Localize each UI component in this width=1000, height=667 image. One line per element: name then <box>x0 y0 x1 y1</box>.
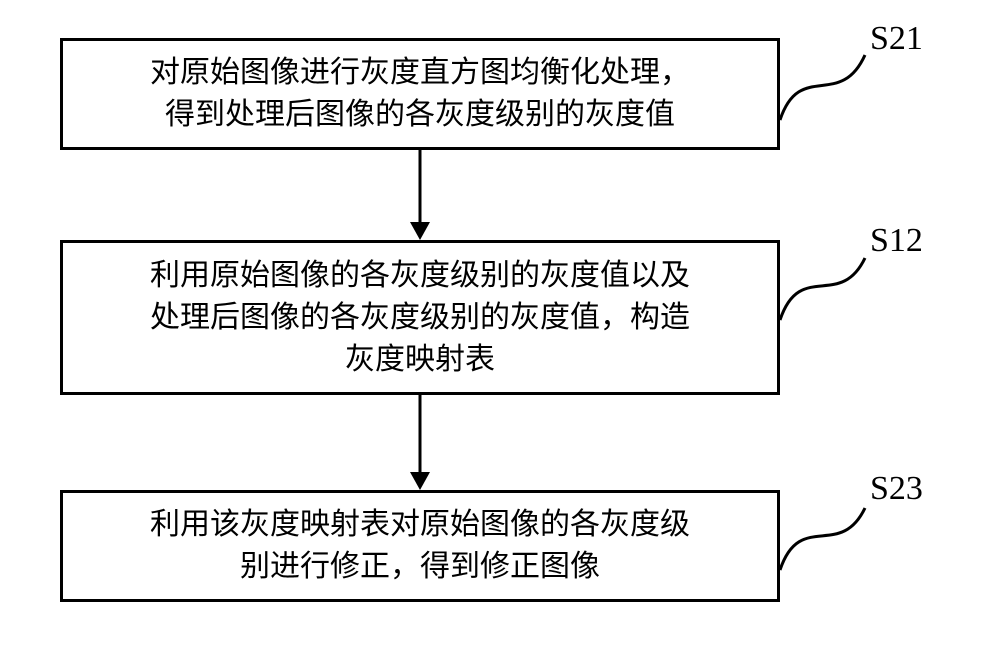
arrow <box>400 150 440 240</box>
flow-box-text: 利用该灰度映射表对原始图像的各灰度级 别进行修正，得到修正图像 <box>150 504 690 588</box>
arrow <box>400 395 440 490</box>
step-label: S12 <box>870 222 923 260</box>
flow-box-text: 利用原始图像的各灰度级别的灰度值以及 处理后图像的各灰度级别的灰度值，构造 灰度… <box>150 255 690 381</box>
step-label: S23 <box>870 470 923 508</box>
flow-box: 对原始图像进行灰度直方图均衡化处理， 得到处理后图像的各灰度级别的灰度值 <box>60 38 780 150</box>
step-label: S21 <box>870 20 923 58</box>
flow-box: 利用原始图像的各灰度级别的灰度值以及 处理后图像的各灰度级别的灰度值，构造 灰度… <box>60 240 780 395</box>
squiggle-connector <box>775 253 870 325</box>
flow-box: 利用该灰度映射表对原始图像的各灰度级 别进行修正，得到修正图像 <box>60 490 780 602</box>
squiggle-connector <box>775 50 870 125</box>
flow-box-text: 对原始图像进行灰度直方图均衡化处理， 得到处理后图像的各灰度级别的灰度值 <box>150 52 690 136</box>
squiggle-connector <box>775 503 870 575</box>
